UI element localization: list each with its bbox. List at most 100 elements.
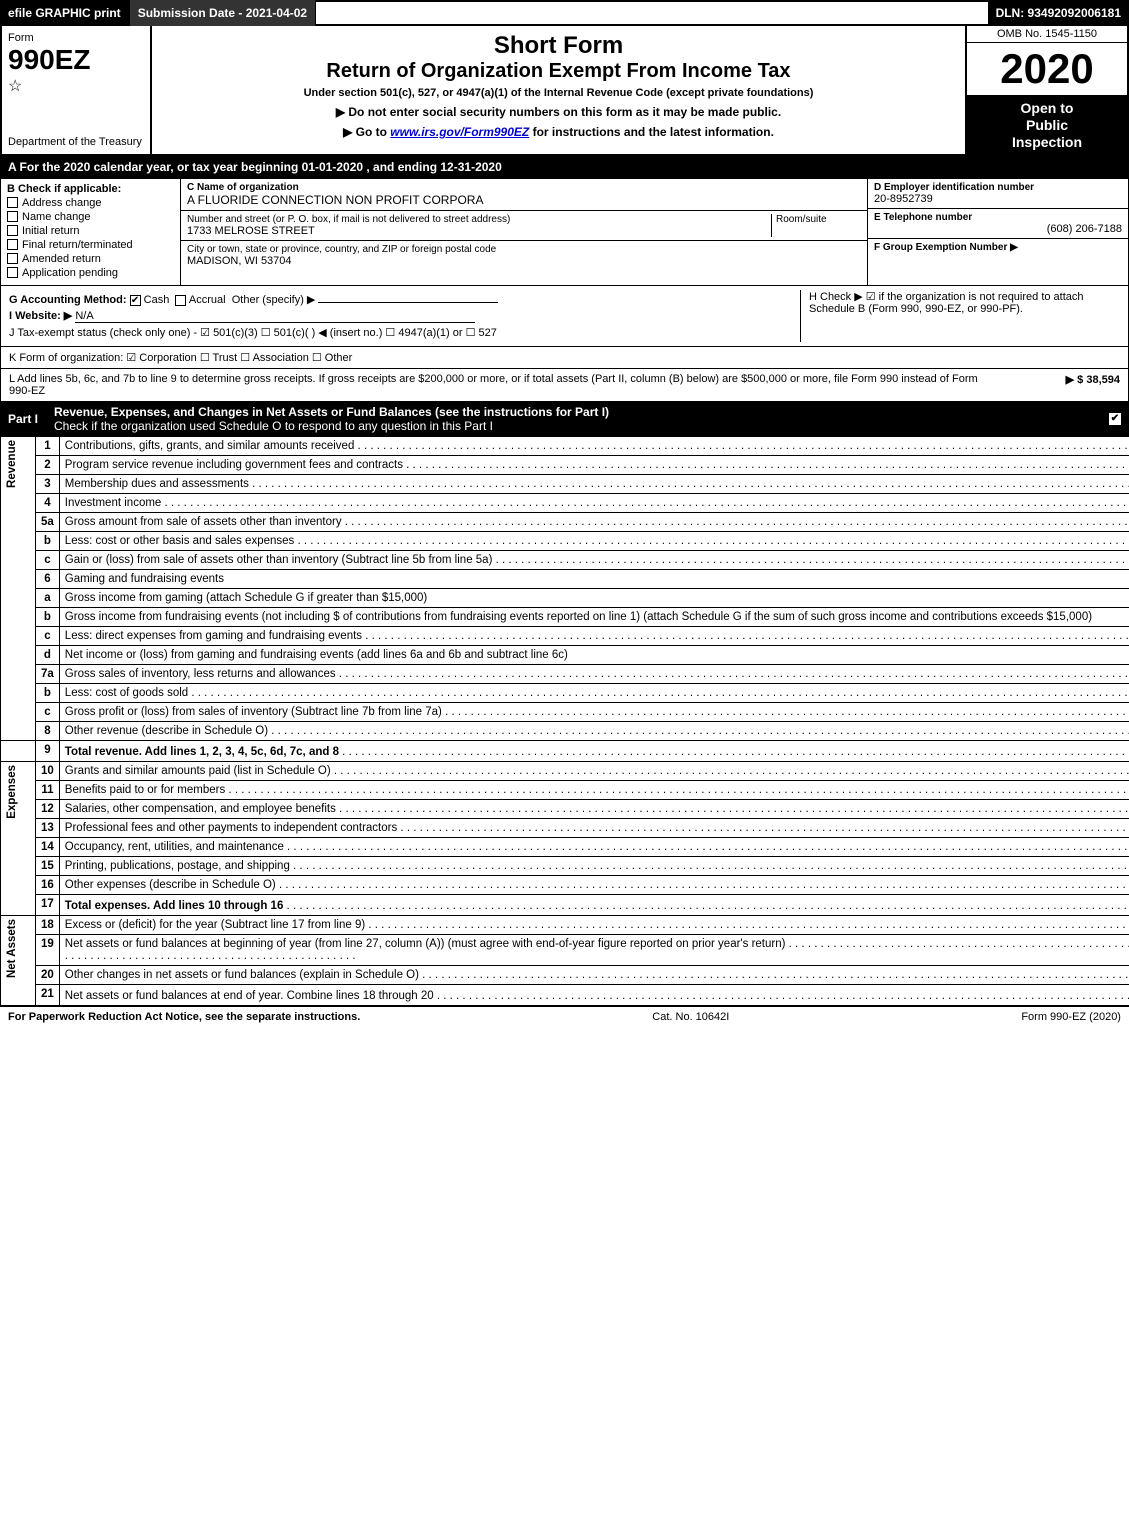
cb-cash[interactable] [130, 295, 141, 306]
ln-17: 17 [36, 895, 60, 916]
footer: For Paperwork Reduction Act Notice, see … [0, 1006, 1129, 1027]
ln-6d: d [36, 646, 60, 665]
ln-6: 6 [36, 570, 60, 589]
ln-5a: 5a [36, 513, 60, 532]
inspection-badge: Open to Public Inspection [967, 96, 1127, 154]
part-i-table: Revenue 1 Contributions, gifts, grants, … [0, 436, 1129, 1006]
street-address: 1733 MELROSE STREET [187, 225, 771, 237]
d-6c: Less: direct expenses from gaming and fu… [65, 630, 362, 642]
lbl-g: G Accounting Method: [9, 294, 127, 306]
box-b-label: B Check if applicable: [7, 183, 174, 195]
d-17: Total expenses. Add lines 10 through 16 [65, 900, 284, 912]
ln-13: 13 [36, 819, 60, 838]
footer-right: Form 990-EZ (2020) [1021, 1011, 1121, 1023]
line-k: K Form of organization: ☑ Corporation ☐ … [0, 347, 1129, 369]
irs-link[interactable]: www.irs.gov/Form990EZ [390, 125, 529, 139]
line-g-h: G Accounting Method: Cash Accrual Other … [0, 286, 1129, 347]
footer-center: Cat. No. 10642I [652, 1011, 729, 1023]
sub3-post: for instructions and the latest informat… [529, 125, 774, 139]
lbl-amended: Amended return [22, 253, 101, 265]
d-9: Total revenue. Add lines 1, 2, 3, 4, 5c,… [65, 746, 339, 758]
d-2: Program service revenue including govern… [65, 459, 403, 471]
ln-7c: c [36, 703, 60, 722]
lbl-pending: Application pending [22, 267, 118, 279]
cb-accrual[interactable] [175, 295, 186, 306]
efile-label[interactable]: efile GRAPHIC print [0, 0, 130, 26]
ln-2: 2 [36, 456, 60, 475]
netassets-label: Net Assets [6, 919, 18, 978]
ln-7a: 7a [36, 665, 60, 684]
d-4: Investment income [65, 497, 162, 509]
ein: 20-8952739 [874, 193, 1122, 205]
d-14: Occupancy, rent, utilities, and maintena… [65, 841, 284, 853]
d-5b: Less: cost or other basis and sales expe… [65, 535, 295, 547]
d-6b: Gross income from fundraising events (no… [65, 611, 1092, 623]
d-6a: Gross income from gaming (attach Schedul… [65, 592, 427, 604]
phone: (608) 206-7188 [874, 223, 1122, 235]
ln-7b: b [36, 684, 60, 703]
line-l-text: L Add lines 5b, 6c, and 7b to line 9 to … [9, 373, 1000, 397]
d-18: Excess or (deficit) for the year (Subtra… [65, 919, 365, 931]
ln-20: 20 [36, 966, 60, 985]
line-l-val: ▶ $ 38,594 [1000, 373, 1120, 397]
info-block: B Check if applicable: Address change Na… [0, 178, 1129, 286]
d-15: Printing, publications, postage, and shi… [65, 860, 290, 872]
dept-treasury: Department of the Treasury [8, 136, 144, 148]
footer-left: For Paperwork Reduction Act Notice, see … [8, 1011, 360, 1023]
part-i-header: Part I Revenue, Expenses, and Changes in… [0, 402, 1129, 436]
box-right: D Employer identification number 20-8952… [868, 179, 1128, 285]
ln-5c: c [36, 551, 60, 570]
d-6d: Net income or (loss) from gaming and fun… [65, 649, 568, 661]
title-return: Return of Organization Exempt From Incom… [162, 60, 955, 83]
part-i-title: Revenue, Expenses, and Changes in Net As… [54, 405, 1093, 433]
ln-1: 1 [36, 437, 60, 456]
d-16: Other expenses (describe in Schedule O) [65, 879, 276, 891]
d-7c: Gross profit or (loss) from sales of inv… [65, 706, 442, 718]
lbl-org-name: C Name of organization [187, 182, 861, 193]
lbl-group-exemption: F Group Exemption Number ▶ [874, 242, 1122, 253]
d-11: Benefits paid to or for members [65, 784, 225, 796]
insp-l3: Inspection [969, 134, 1125, 151]
ln-6a: a [36, 589, 60, 608]
part-i-title-text: Revenue, Expenses, and Changes in Net As… [54, 405, 609, 419]
city-state-zip: MADISON, WI 53704 [187, 255, 861, 267]
lbl-addr: Number and street (or P. O. box, if mail… [187, 214, 771, 225]
top-bar: efile GRAPHIC print Submission Date - 20… [0, 0, 1129, 26]
line-h: H Check ▶ ☑ if the organization is not r… [800, 290, 1120, 342]
cb-address-change[interactable] [7, 197, 18, 208]
ln-6b: b [36, 608, 60, 627]
room-suite: Room/suite [771, 214, 861, 237]
other-field[interactable] [318, 302, 498, 303]
d-5a: Gross amount from sale of assets other t… [65, 516, 342, 528]
lbl-other: Other (specify) ▶ [232, 294, 316, 306]
cb-amended[interactable] [7, 253, 18, 264]
lbl-name-change: Name change [22, 211, 91, 223]
cb-name-change[interactable] [7, 211, 18, 222]
d-8: Other revenue (describe in Schedule O) [65, 725, 268, 737]
d-3: Membership dues and assessments [65, 478, 249, 490]
part-i-schedule-o-checkbox[interactable] [1109, 413, 1121, 425]
submission-date: Submission Date - 2021-04-02 [130, 0, 316, 26]
spacer [316, 0, 987, 26]
d-10: Grants and similar amounts paid (list in… [65, 765, 331, 777]
title-short: Short Form [162, 32, 955, 60]
ln-11: 11 [36, 781, 60, 800]
ln-18: 18 [36, 916, 60, 935]
ln-3: 3 [36, 475, 60, 494]
ln-19: 19 [36, 935, 60, 966]
cb-final-return[interactable] [7, 239, 18, 250]
d-19: Net assets or fund balances at beginning… [65, 938, 786, 950]
ln-5b: b [36, 532, 60, 551]
d-20: Other changes in net assets or fund bala… [65, 969, 419, 981]
header-left: Form 990EZ ☆ Department of the Treasury [2, 26, 152, 154]
ln-16: 16 [36, 876, 60, 895]
tax-year: 2020 [967, 43, 1127, 96]
lbl-final-return: Final return/terminated [22, 239, 133, 251]
ln-21: 21 [36, 985, 60, 1006]
ln-15: 15 [36, 857, 60, 876]
cb-pending[interactable] [7, 267, 18, 278]
lbl-initial-return: Initial return [22, 225, 79, 237]
lbl-address-change: Address change [22, 197, 102, 209]
cb-initial-return[interactable] [7, 225, 18, 236]
d-6: Gaming and fundraising events [59, 570, 1129, 589]
